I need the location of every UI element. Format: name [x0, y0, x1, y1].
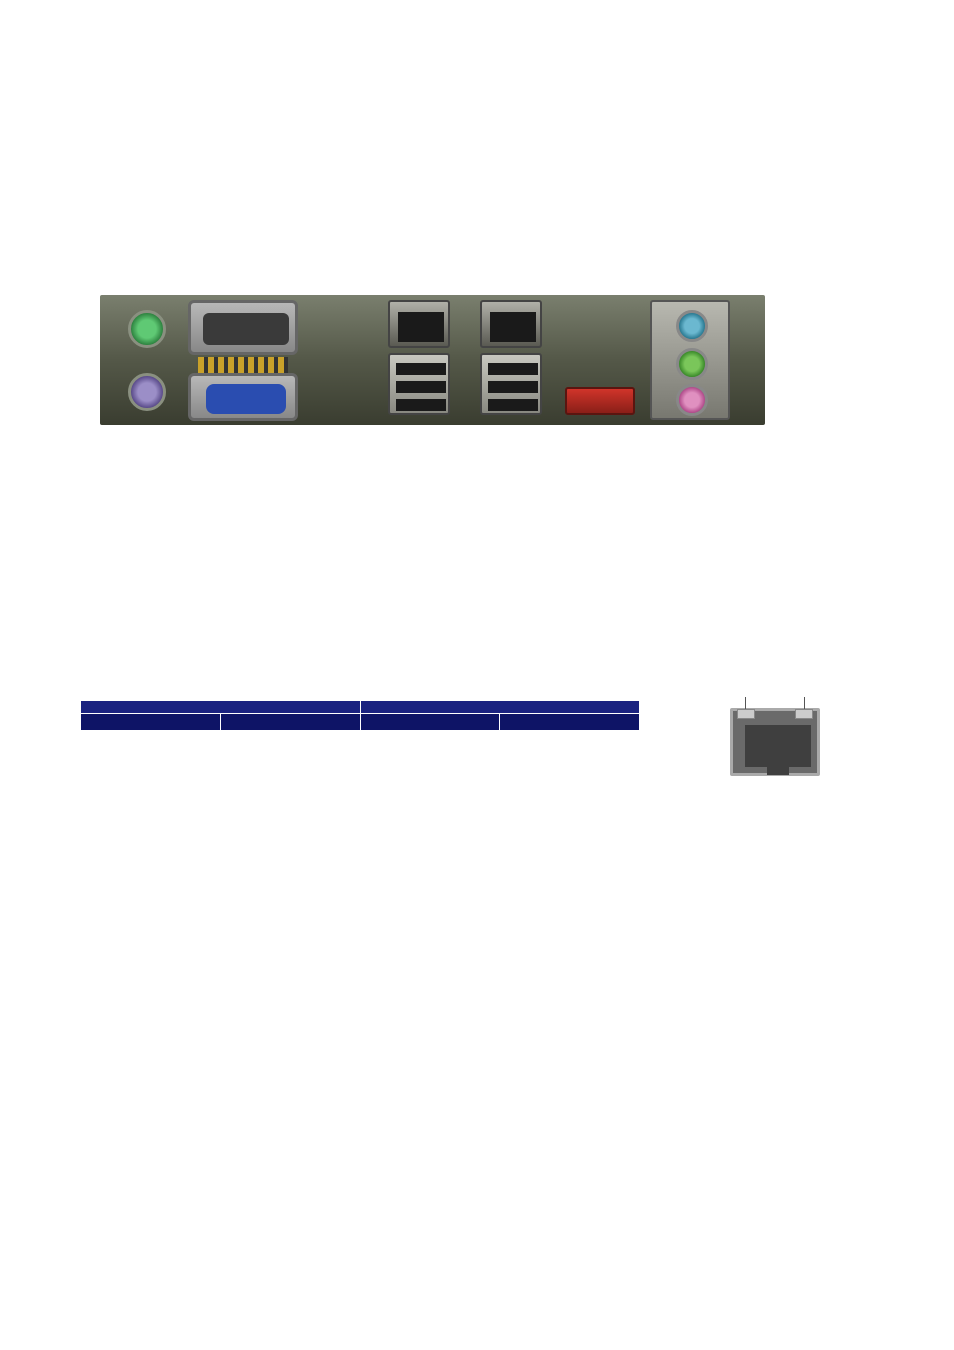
lan-diag-speed-led — [795, 709, 813, 719]
serial-port — [188, 300, 298, 355]
lan-port-1 — [388, 300, 450, 348]
th-desc-2 — [500, 714, 640, 731]
audio-cluster — [650, 300, 730, 420]
audio-mic-jack — [676, 384, 708, 416]
usb-stack-2 — [480, 353, 542, 415]
lan-diag-act-led — [737, 709, 755, 719]
io-board-background — [100, 295, 765, 425]
vga-port — [188, 373, 298, 421]
usb-stack-1 — [388, 353, 450, 415]
th-desc-1 — [220, 714, 360, 731]
esata-port — [565, 387, 635, 415]
table-group-header-2 — [360, 701, 640, 714]
ps2-keyboard-port — [128, 373, 166, 411]
lan-diag-box — [730, 708, 820, 776]
rear-io-diagram — [100, 180, 870, 540]
th-status-1 — [81, 714, 221, 731]
lan-led-table — [80, 700, 640, 731]
lan-port-2 — [480, 300, 542, 348]
lan-diag-port-opening — [745, 725, 811, 767]
lan-led-table-wrap — [80, 700, 640, 731]
th-status-2 — [360, 714, 500, 731]
lan-port-diagram — [680, 700, 870, 780]
ps2-mouse-port — [128, 310, 166, 348]
audio-line-out-jack — [676, 348, 708, 380]
table-group-header-1 — [81, 701, 361, 714]
audio-line-in-jack — [676, 310, 708, 342]
motherboard-io-panel — [100, 295, 765, 425]
